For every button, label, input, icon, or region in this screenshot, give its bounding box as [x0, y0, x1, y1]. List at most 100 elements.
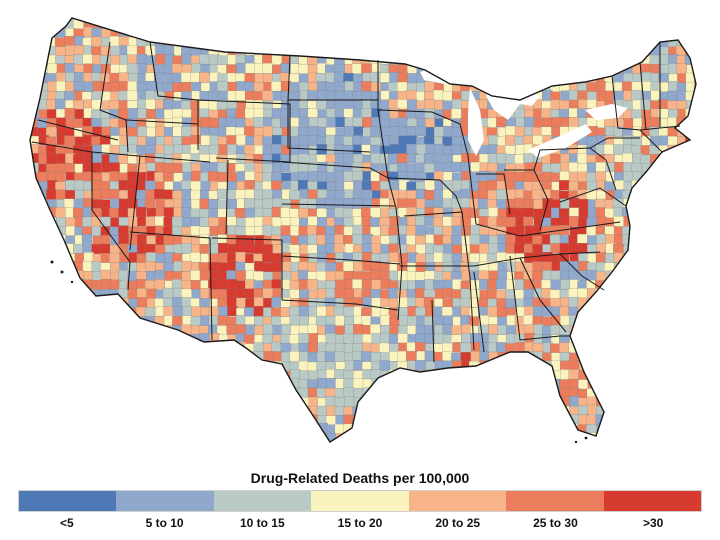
county-cell: [163, 207, 174, 218]
county-cell: [460, 216, 471, 228]
county-cell: [55, 297, 67, 308]
county-cell: [217, 172, 229, 183]
county-cell: [533, 406, 544, 417]
county-cell: [676, 369, 687, 381]
county-cell: [370, 71, 381, 83]
county-cell: [397, 379, 408, 390]
county-cell: [217, 441, 229, 442]
county-cell: [550, 18, 561, 29]
county-cell: [523, 388, 534, 399]
county-cell: [569, 18, 580, 29]
county-cell: [695, 441, 696, 442]
county-cell: [199, 243, 210, 255]
county-cell: [82, 171, 93, 182]
county-cell: [389, 126, 400, 137]
county-cell: [631, 388, 642, 400]
county-cell: [470, 397, 481, 408]
county-cell: [30, 360, 39, 371]
county-cell: [370, 153, 381, 164]
county-cell: [182, 388, 193, 400]
county-cell: [676, 279, 687, 290]
county-cell: [585, 269, 597, 281]
county-cell: [118, 334, 129, 345]
county-cell: [262, 443, 272, 453]
county-cell: [109, 423, 120, 434]
county-cell: [308, 441, 320, 442]
county-cell: [686, 442, 696, 452]
county-cell: [30, 315, 40, 327]
county-cell: [55, 98, 66, 110]
county-cell: [686, 271, 696, 282]
county-cell: [523, 406, 535, 418]
county-cell: [443, 432, 454, 442]
county-cell: [442, 18, 453, 29]
county-cell: [487, 413, 498, 425]
legend-swatch-2: [213, 491, 312, 511]
county-cell: [587, 307, 599, 318]
county-cell: [461, 333, 472, 344]
county-cell: [694, 270, 696, 281]
county-cell: [101, 424, 112, 435]
county-cell: [424, 333, 435, 344]
county-cell: [694, 18, 696, 21]
county-cell: [595, 342, 606, 354]
county-cell: [109, 397, 120, 408]
county-cell: [118, 198, 130, 209]
county-cell: [155, 28, 166, 40]
county-cell: [694, 316, 696, 327]
county-cell: [209, 432, 220, 442]
county-cell: [478, 433, 489, 442]
county-cell: [506, 414, 518, 426]
county-cell: [45, 271, 57, 282]
county-cell: [487, 405, 498, 416]
county-cell: [262, 432, 273, 442]
county-cell: [623, 397, 634, 408]
county-cell: [703, 83, 713, 93]
county-cell: [659, 279, 670, 290]
county-cell: [461, 404, 472, 416]
county-cell: [407, 396, 419, 408]
county-cell: [181, 441, 192, 442]
county-cell: [109, 18, 120, 20]
county-cell: [200, 135, 211, 146]
county-cell: [118, 18, 129, 29]
county-cell: [487, 379, 499, 390]
county-cell: [694, 37, 696, 49]
county-cell: [253, 135, 264, 146]
county-cell: [280, 422, 291, 434]
county-cell: [236, 406, 247, 417]
choropleth-map: [19, 17, 714, 453]
county-cell: [199, 361, 210, 372]
county-cell: [154, 189, 165, 200]
county-cell: [443, 315, 454, 326]
county-cell: [424, 405, 435, 416]
county-cell: [307, 424, 318, 435]
county-cell: [630, 198, 642, 209]
county-cell: [371, 26, 383, 38]
county-cell: [325, 288, 336, 299]
county-cell: [118, 18, 130, 20]
county-cell: [704, 324, 714, 334]
county-cell: [65, 351, 76, 362]
county-cell: [334, 351, 345, 362]
county-cell: [659, 395, 670, 407]
county-cell: [595, 161, 606, 173]
county-cell: [676, 405, 687, 417]
county-cell: [47, 225, 58, 236]
county-cell: [416, 442, 426, 452]
county-cell: [307, 216, 318, 227]
county-cell: [604, 405, 615, 416]
county-cell: [542, 406, 553, 417]
county-cell: [19, 209, 29, 219]
county-cell: [559, 18, 571, 30]
county-cell: [325, 134, 336, 146]
county-cell: [488, 432, 499, 442]
county-cell: [30, 261, 39, 272]
county-cell: [631, 298, 642, 310]
county-cell: [155, 54, 166, 65]
county-cell: [433, 441, 444, 442]
county-cell: [315, 315, 327, 327]
county-cell: [30, 432, 31, 442]
county-cell: [109, 35, 120, 47]
county-cell: [461, 433, 472, 442]
